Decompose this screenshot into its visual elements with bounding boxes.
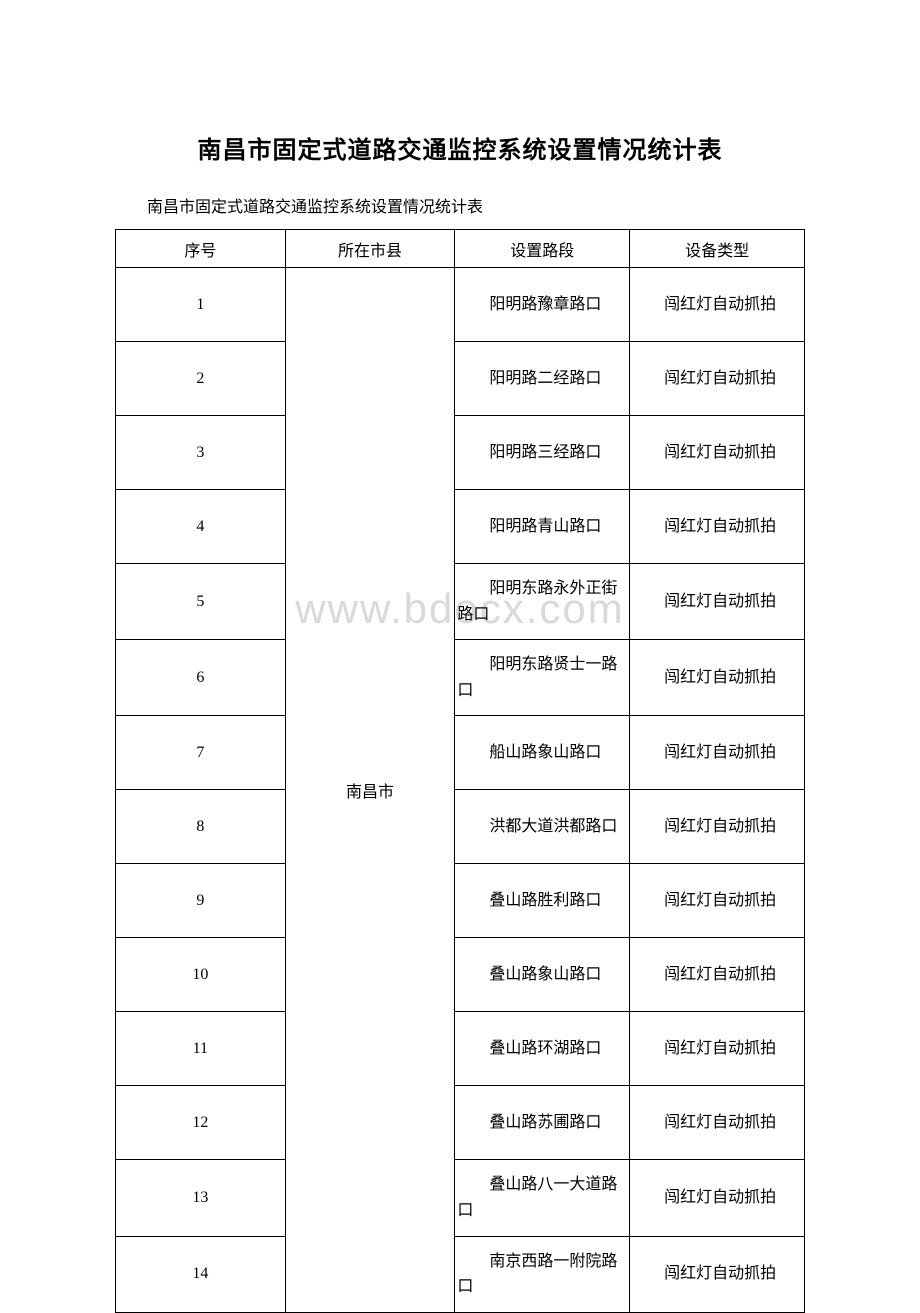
cell-type: 闯红灯自动抓拍 (630, 640, 805, 716)
cell-location: 阳明路青山路口 (455, 490, 630, 564)
cell-location: 叠山路胜利路口 (455, 864, 630, 938)
cell-location: 船山路象山路口 (455, 716, 630, 790)
cell-seq: 8 (116, 790, 286, 864)
cell-location: 叠山路八一大道路口 (455, 1160, 630, 1236)
cell-type: 闯红灯自动抓拍 (630, 268, 805, 342)
header-seq: 序号 (116, 230, 286, 268)
cell-seq: 2 (116, 342, 286, 416)
table-header-row: 序号 所在市县 设置路段 设备类型 (116, 230, 805, 268)
cell-location: 叠山路象山路口 (455, 938, 630, 1012)
header-location: 设置路段 (455, 230, 630, 268)
cell-location: 阳明路二经路口 (455, 342, 630, 416)
cell-type: 闯红灯自动抓拍 (630, 790, 805, 864)
cell-location: 阳明东路贤士一路口 (455, 640, 630, 716)
cell-location: 洪都大道洪都路口 (455, 790, 630, 864)
cell-location: 南京西路一附院路口 (455, 1236, 630, 1312)
table-row: 8 洪都大道洪都路口 闯红灯自动抓拍 (116, 790, 805, 864)
cell-seq: 10 (116, 938, 286, 1012)
cell-city-merged: 南昌市 (285, 268, 455, 1313)
cell-type: 闯红灯自动抓拍 (630, 1086, 805, 1160)
cell-type: 闯红灯自动抓拍 (630, 564, 805, 640)
cell-seq: 6 (116, 640, 286, 716)
page-title: 南昌市固定式道路交通监控系统设置情况统计表 (115, 130, 805, 165)
cell-seq: 14 (116, 1236, 286, 1312)
table-row: 11 叠山路环湖路口 闯红灯自动抓拍 (116, 1012, 805, 1086)
monitoring-table: 序号 所在市县 设置路段 设备类型 1 南昌市 阳明路豫章路口 闯红灯自动抓拍 … (115, 229, 805, 1313)
table-row: 7 船山路象山路口 闯红灯自动抓拍 (116, 716, 805, 790)
cell-location: 阳明路豫章路口 (455, 268, 630, 342)
cell-seq: 11 (116, 1012, 286, 1086)
cell-seq: 4 (116, 490, 286, 564)
table-row: 6 阳明东路贤士一路口 闯红灯自动抓拍 (116, 640, 805, 716)
page-subtitle: 南昌市固定式道路交通监控系统设置情况统计表 (115, 193, 805, 217)
table-body: 1 南昌市 阳明路豫章路口 闯红灯自动抓拍 2 阳明路二经路口 闯红灯自动抓拍 … (116, 268, 805, 1313)
cell-seq: 12 (116, 1086, 286, 1160)
cell-type: 闯红灯自动抓拍 (630, 1012, 805, 1086)
header-city: 所在市县 (285, 230, 455, 268)
table-row: 10 叠山路象山路口 闯红灯自动抓拍 (116, 938, 805, 1012)
cell-type: 闯红灯自动抓拍 (630, 342, 805, 416)
cell-seq: 5 (116, 564, 286, 640)
cell-type: 闯红灯自动抓拍 (630, 938, 805, 1012)
cell-location: 阳明路三经路口 (455, 416, 630, 490)
table-row: 9 叠山路胜利路口 闯红灯自动抓拍 (116, 864, 805, 938)
cell-location: 叠山路苏圃路口 (455, 1086, 630, 1160)
cell-type: 闯红灯自动抓拍 (630, 1160, 805, 1236)
cell-type: 闯红灯自动抓拍 (630, 1236, 805, 1312)
table-row: 4 阳明路青山路口 闯红灯自动抓拍 (116, 490, 805, 564)
cell-location: 叠山路环湖路口 (455, 1012, 630, 1086)
header-type: 设备类型 (630, 230, 805, 268)
cell-type: 闯红灯自动抓拍 (630, 864, 805, 938)
cell-seq: 3 (116, 416, 286, 490)
cell-type: 闯红灯自动抓拍 (630, 716, 805, 790)
page-content: 南昌市固定式道路交通监控系统设置情况统计表 南昌市固定式道路交通监控系统设置情况… (115, 130, 805, 1313)
cell-seq: 7 (116, 716, 286, 790)
table-row: 12 叠山路苏圃路口 闯红灯自动抓拍 (116, 1086, 805, 1160)
table-row: 1 南昌市 阳明路豫章路口 闯红灯自动抓拍 (116, 268, 805, 342)
cell-type: 闯红灯自动抓拍 (630, 416, 805, 490)
cell-type: 闯红灯自动抓拍 (630, 490, 805, 564)
table-row: 5 阳明东路永外正街路口 闯红灯自动抓拍 (116, 564, 805, 640)
table-row: 2 阳明路二经路口 闯红灯自动抓拍 (116, 342, 805, 416)
table-row: 14 南京西路一附院路口 闯红灯自动抓拍 (116, 1236, 805, 1312)
cell-seq: 13 (116, 1160, 286, 1236)
cell-location: 阳明东路永外正街路口 (455, 564, 630, 640)
cell-seq: 1 (116, 268, 286, 342)
cell-seq: 9 (116, 864, 286, 938)
table-row: 3 阳明路三经路口 闯红灯自动抓拍 (116, 416, 805, 490)
table-row: 13 叠山路八一大道路口 闯红灯自动抓拍 (116, 1160, 805, 1236)
